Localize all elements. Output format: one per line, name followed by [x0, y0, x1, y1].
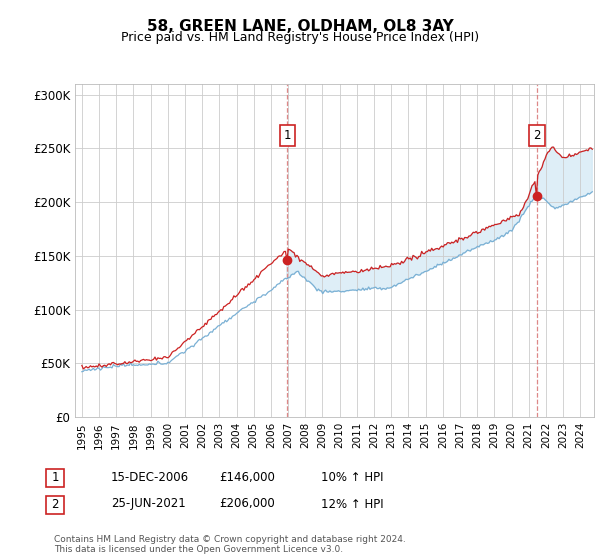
Text: 25-JUN-2021: 25-JUN-2021 [111, 497, 186, 511]
Text: 2: 2 [52, 497, 59, 511]
Text: £206,000: £206,000 [219, 497, 275, 511]
Text: 58, GREEN LANE, OLDHAM, OL8 3AY: 58, GREEN LANE, OLDHAM, OL8 3AY [146, 19, 454, 34]
Text: 12% ↑ HPI: 12% ↑ HPI [321, 497, 383, 511]
Text: 1: 1 [284, 129, 291, 142]
Text: £146,000: £146,000 [219, 470, 275, 484]
Text: Price paid vs. HM Land Registry's House Price Index (HPI): Price paid vs. HM Land Registry's House … [121, 31, 479, 44]
Text: 1: 1 [52, 470, 59, 484]
Text: 15-DEC-2006: 15-DEC-2006 [111, 470, 189, 484]
Text: Contains HM Land Registry data © Crown copyright and database right 2024.
This d: Contains HM Land Registry data © Crown c… [54, 535, 406, 554]
Text: 2: 2 [533, 129, 541, 142]
Text: 10% ↑ HPI: 10% ↑ HPI [321, 470, 383, 484]
